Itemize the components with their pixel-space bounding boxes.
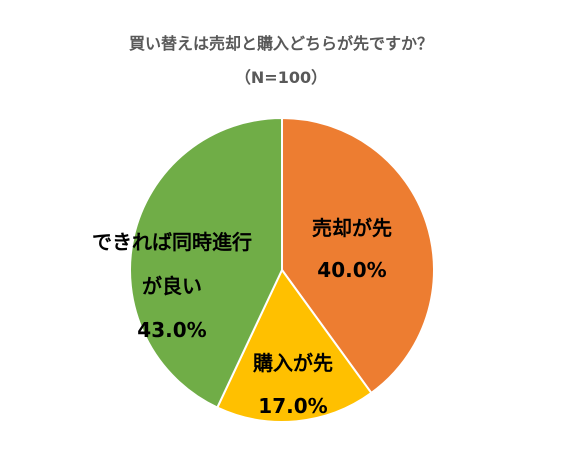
chart-subtitle: （N=100）: [234, 68, 328, 87]
value-label: 43.0%: [137, 318, 207, 342]
slice-label: できれば同時進行 が良い: [92, 230, 252, 298]
pie-slice: [129, 116, 283, 409]
pie-slice: [215, 268, 373, 423]
slice-label: 売却が先: [312, 216, 392, 240]
value-label: 40.0%: [317, 258, 387, 282]
pie-slice: [281, 116, 435, 395]
chart-title: 買い替えは売却と購入どちらが先ですか？: [128, 34, 433, 53]
value-label: 17.0%: [258, 394, 328, 418]
slice-label: 購入が先: [253, 351, 333, 375]
